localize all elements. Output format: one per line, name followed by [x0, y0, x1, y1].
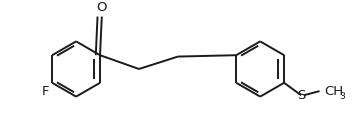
Text: S: S: [297, 89, 305, 102]
Text: 3: 3: [339, 92, 345, 101]
Text: O: O: [97, 1, 107, 14]
Text: CH: CH: [324, 85, 343, 98]
Text: F: F: [42, 85, 50, 98]
